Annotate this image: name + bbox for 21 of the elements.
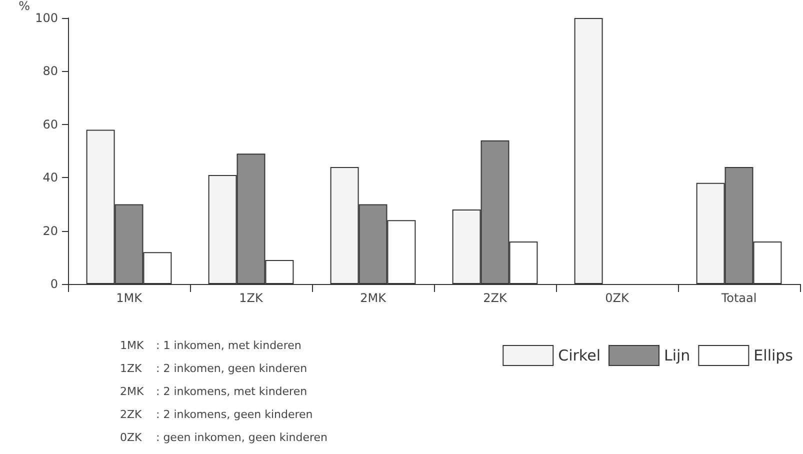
y-axis-title: % xyxy=(18,0,30,14)
y-tick-label: 100 xyxy=(35,11,58,25)
x-tick-label: 1ZK xyxy=(239,291,264,305)
x-tick-label: 2MK xyxy=(360,291,388,305)
y-tick-label: 20 xyxy=(42,224,58,238)
y-tick-label: 40 xyxy=(42,170,58,185)
x-tick-label: 0ZK xyxy=(605,291,630,305)
text: 1MK : 1 inkomen, met kinderen xyxy=(120,339,302,352)
legend-label: Ellips xyxy=(754,346,794,364)
text: 1ZK : 2 inkomen, geen kinderen xyxy=(120,362,308,375)
x-tick-label: Totaal xyxy=(720,291,757,305)
text: 2MK : 2 inkomens, met kinderen xyxy=(120,385,308,398)
y-tick-label: 0 xyxy=(50,277,58,291)
y-tick-label: 80 xyxy=(42,64,58,78)
text: 2ZK : 2 inkomens, geen kinderen xyxy=(120,408,313,421)
x-tick-label: 2ZK xyxy=(483,291,508,305)
legend-label: Cirkel xyxy=(558,346,600,364)
x-tick-label: 1MK xyxy=(116,291,144,305)
y-tick-label: 60 xyxy=(42,117,58,132)
legend-label: Lijn xyxy=(664,346,690,364)
text: 0ZK : geen inkomen, geen kinderen xyxy=(120,431,328,444)
